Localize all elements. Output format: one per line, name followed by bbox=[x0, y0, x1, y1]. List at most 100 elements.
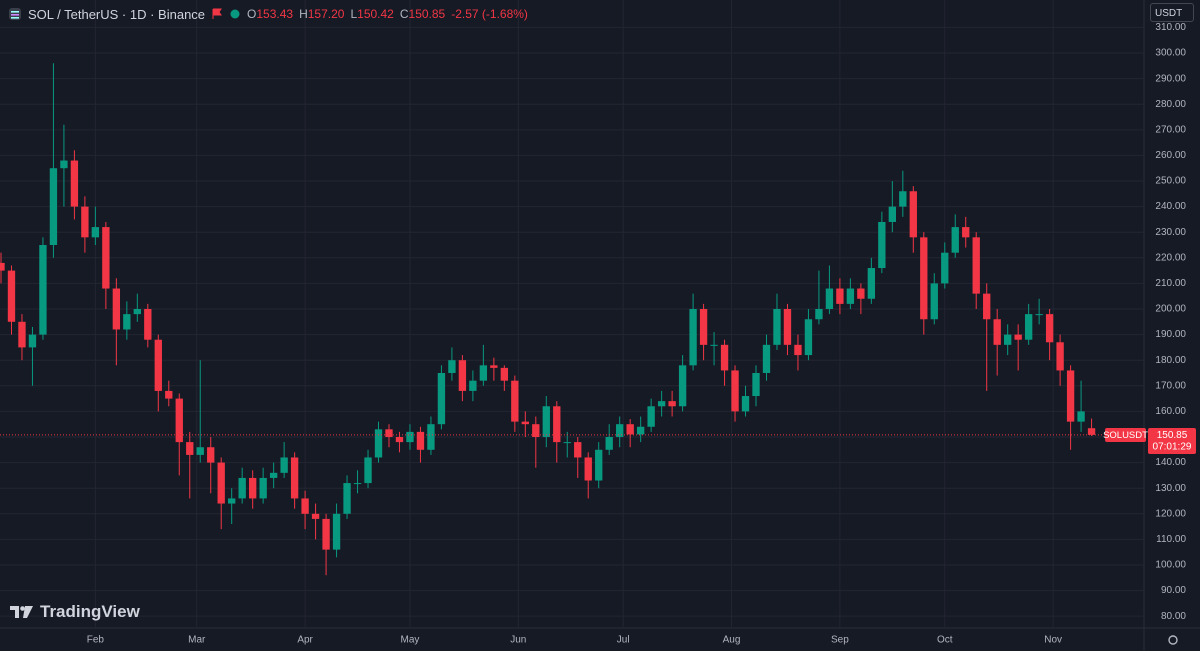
candle-body bbox=[920, 237, 928, 320]
x-tick-label: Apr bbox=[297, 635, 313, 646]
candle-body bbox=[332, 513, 341, 550]
symbol-tag bbox=[1105, 428, 1146, 442]
candle-body bbox=[1014, 334, 1022, 340]
y-tick-label: 210.00 bbox=[1155, 278, 1186, 289]
candle-body bbox=[154, 339, 162, 391]
candle-body bbox=[248, 477, 257, 499]
y-tick-label: 300.00 bbox=[1155, 48, 1186, 59]
candle-body bbox=[364, 457, 372, 484]
brand-name[interactable]: TradingView bbox=[40, 602, 140, 621]
candle-body bbox=[972, 237, 980, 294]
candle-body bbox=[1077, 411, 1085, 422]
candle-body bbox=[951, 227, 959, 253]
candle-body bbox=[563, 442, 571, 444]
low-value: 150.42 bbox=[357, 7, 394, 21]
candle-body bbox=[616, 424, 624, 437]
candle-body bbox=[553, 406, 561, 443]
candle-body bbox=[542, 406, 550, 437]
y-tick-label: 130.00 bbox=[1155, 483, 1186, 494]
change-value: -2.57 (-1.68%) bbox=[451, 7, 528, 21]
candle-body bbox=[374, 429, 383, 458]
candle-body bbox=[678, 365, 687, 407]
y-tick-label: 250.00 bbox=[1155, 176, 1186, 187]
candle-body bbox=[39, 245, 47, 335]
x-tick-label: Jun bbox=[510, 635, 526, 646]
y-tick-label: 270.00 bbox=[1155, 124, 1186, 135]
candle-body bbox=[941, 252, 949, 284]
settings-icon[interactable] bbox=[1168, 635, 1178, 645]
candle-body bbox=[574, 442, 582, 458]
candle-body bbox=[1056, 342, 1064, 371]
currency-label[interactable]: USDT bbox=[1155, 8, 1183, 19]
candle-body bbox=[1004, 334, 1012, 345]
candle-body bbox=[626, 424, 634, 435]
candle-body bbox=[448, 360, 456, 373]
candle-body bbox=[1087, 428, 1096, 435]
candle-body bbox=[741, 396, 750, 412]
x-tick-label: May bbox=[401, 635, 420, 646]
currency-select[interactable]: USDT bbox=[1150, 3, 1194, 22]
candle-body bbox=[490, 365, 498, 368]
open-value: 153.43 bbox=[256, 7, 294, 21]
candle-body bbox=[595, 449, 603, 481]
candle-body bbox=[899, 191, 907, 207]
candle-body bbox=[825, 288, 834, 310]
candle-body bbox=[228, 498, 236, 504]
y-tick-label: 290.00 bbox=[1155, 73, 1186, 84]
candle-body bbox=[815, 309, 823, 320]
candle-body bbox=[636, 426, 645, 435]
candle-body bbox=[1066, 370, 1075, 422]
candle-body bbox=[794, 344, 802, 356]
y-tick-label: 310.00 bbox=[1155, 22, 1186, 33]
candle-body bbox=[479, 365, 488, 381]
candle-body bbox=[752, 372, 760, 397]
candle-body bbox=[846, 288, 855, 304]
close-value: 150.85 bbox=[408, 7, 446, 21]
y-tick-label: 180.00 bbox=[1155, 355, 1186, 366]
candle-body bbox=[395, 436, 404, 443]
brand-icon[interactable] bbox=[10, 605, 34, 619]
x-tick-label: Jul bbox=[617, 635, 630, 646]
candle-body bbox=[762, 344, 771, 373]
candle-body bbox=[60, 160, 68, 169]
candle-body bbox=[427, 424, 435, 450]
candle-body bbox=[238, 477, 246, 499]
candle-body bbox=[469, 380, 477, 391]
candle-body bbox=[689, 309, 697, 366]
candle-body bbox=[81, 206, 89, 238]
grid bbox=[0, 0, 1144, 628]
candle-body bbox=[70, 160, 79, 207]
candle-body bbox=[857, 288, 865, 299]
candle-body bbox=[773, 309, 781, 345]
y-tick-label: 100.00 bbox=[1155, 560, 1186, 571]
candle-body bbox=[458, 360, 467, 391]
y-tick-label: 110.00 bbox=[1156, 534, 1186, 545]
y-tick-label: 120.00 bbox=[1155, 508, 1186, 519]
candle-body bbox=[280, 457, 288, 473]
candle-body bbox=[532, 424, 540, 437]
y-tick-label: 260.00 bbox=[1155, 150, 1186, 161]
candle-body bbox=[500, 367, 509, 381]
candle-body bbox=[322, 518, 330, 550]
candle-body bbox=[186, 442, 194, 455]
open-label: O bbox=[247, 7, 257, 21]
candle-body bbox=[930, 283, 938, 320]
candle-body bbox=[165, 390, 173, 399]
candle-body bbox=[7, 270, 16, 322]
symbol-title[interactable]: SOL / TetherUS · 1D · Binance bbox=[28, 6, 206, 22]
y-tick-label: 230.00 bbox=[1155, 227, 1186, 238]
candle-body bbox=[301, 498, 309, 514]
candle-body bbox=[28, 334, 37, 348]
candle-body bbox=[521, 421, 529, 425]
settings-gear[interactable] bbox=[1168, 635, 1178, 645]
flag-icon[interactable] bbox=[211, 8, 223, 20]
brand-logo[interactable]: TradingView bbox=[10, 602, 140, 622]
candle-body bbox=[993, 319, 1001, 345]
low-label: L bbox=[350, 7, 358, 21]
candle-body bbox=[983, 293, 991, 320]
candle-body bbox=[699, 309, 708, 345]
candle-body bbox=[259, 477, 267, 499]
x-tick-label: Oct bbox=[937, 635, 953, 646]
candle-body bbox=[647, 406, 655, 427]
